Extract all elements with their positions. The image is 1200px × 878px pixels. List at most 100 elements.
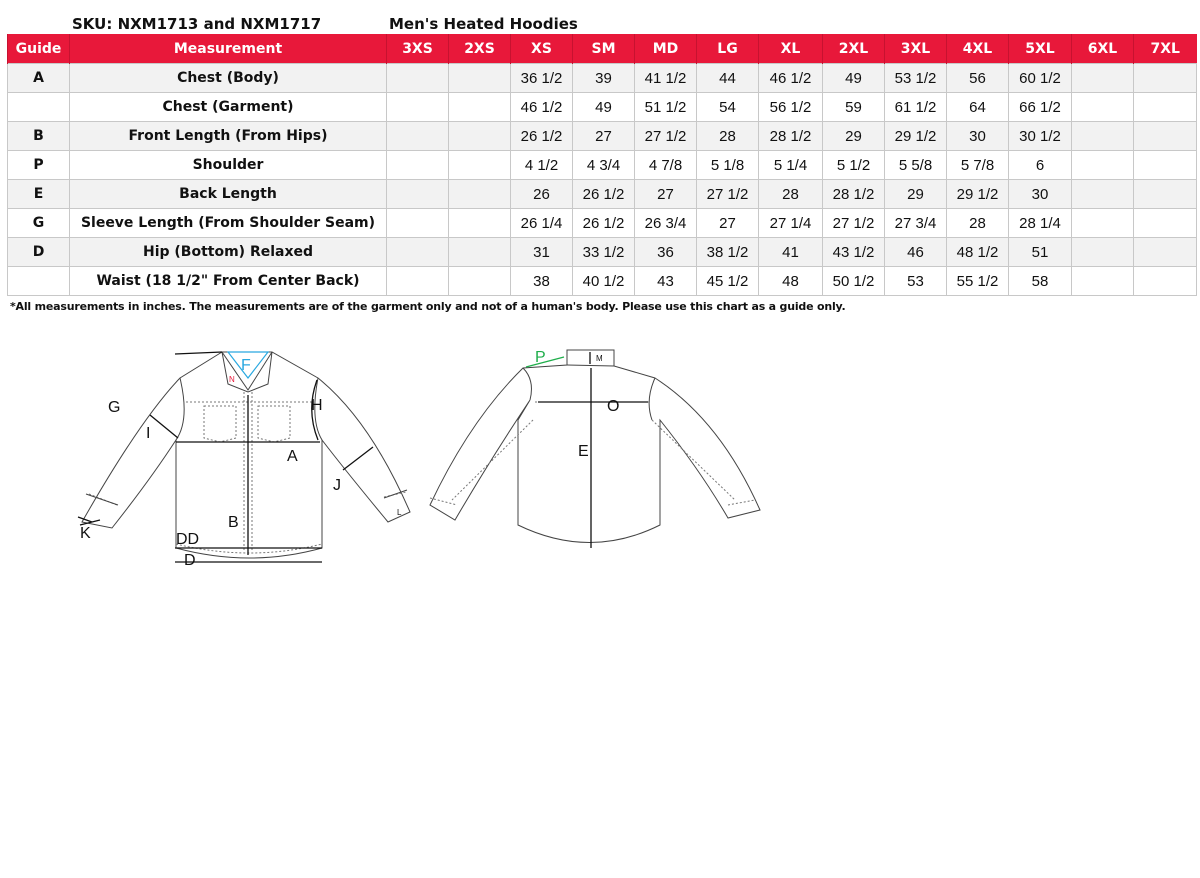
size-value-cell: 46 1/2: [758, 63, 823, 93]
column-header-measurement: Measurement: [69, 34, 387, 64]
measurement-cell: Hip (Bottom) Relaxed: [69, 237, 387, 267]
column-header-5xl: 5XL: [1008, 34, 1072, 64]
size-value-cell: [386, 179, 449, 209]
size-value-cell: [448, 63, 511, 93]
guide-cell: B: [7, 121, 70, 151]
column-header-lg: LG: [696, 34, 759, 64]
size-value-cell: 40 1/2: [572, 266, 635, 296]
size-value-cell: [1133, 150, 1197, 180]
size-value-cell: [1071, 237, 1134, 267]
table-header-row: Guide Measurement 3XS 2XS XS SM MD LG XL 2XL 3XL 4X…: [7, 34, 1197, 64]
size-value-cell: [1133, 266, 1197, 296]
measurement-cell: Chest (Garment): [69, 92, 387, 122]
size-value-cell: 4 3/4: [572, 150, 635, 180]
column-header-xs: XS: [510, 34, 573, 64]
front-shirt-drawing: G I F N H A J B K DD D L: [77, 351, 411, 569]
label-i: I: [146, 425, 150, 442]
back-shirt-drawing: P M O E: [429, 349, 761, 548]
label-e: E: [578, 443, 589, 460]
size-value-cell: [448, 208, 511, 238]
size-value-cell: 46: [884, 237, 947, 267]
size-value-cell: 46 1/2: [510, 92, 573, 122]
size-value-cell: 38 1/2: [696, 237, 759, 267]
column-header-3xl: 3XL: [884, 34, 947, 64]
size-value-cell: [1071, 150, 1134, 180]
size-value-cell: 31: [510, 237, 573, 267]
size-value-cell: [1071, 266, 1134, 296]
size-value-cell: 26 1/2: [510, 121, 573, 151]
measurement-cell: Waist (18 1/2" From Center Back): [69, 266, 387, 296]
size-value-cell: [386, 208, 449, 238]
size-value-cell: 26 1/2: [572, 208, 635, 238]
size-value-cell: 27 3/4: [884, 208, 947, 238]
measurement-cell: Shoulder: [69, 150, 387, 180]
size-value-cell: 27: [572, 121, 635, 151]
size-value-cell: 41 1/2: [634, 63, 697, 93]
garment-diagram: G I F N H A J B K DD D L P M O E: [77, 349, 761, 569]
sku-title: SKU: NXM1713 and NXM1717: [72, 15, 322, 33]
size-value-cell: 33 1/2: [572, 237, 635, 267]
size-value-cell: 29 1/2: [946, 179, 1009, 209]
size-value-cell: 4 7/8: [634, 150, 697, 180]
column-header-7xl: 7XL: [1133, 34, 1197, 64]
size-value-cell: 27 1/2: [634, 121, 697, 151]
size-value-cell: 49: [822, 63, 885, 93]
column-header-4xl: 4XL: [946, 34, 1009, 64]
label-dd: DD: [176, 531, 199, 548]
size-value-cell: 61 1/2: [884, 92, 947, 122]
size-value-cell: [386, 237, 449, 267]
column-header-md: MD: [634, 34, 697, 64]
size-value-cell: 27 1/4: [758, 208, 823, 238]
size-value-cell: [1133, 179, 1197, 209]
size-value-cell: 27: [634, 179, 697, 209]
size-value-cell: 28 1/2: [758, 121, 823, 151]
size-value-cell: 48 1/2: [946, 237, 1009, 267]
table-row: A Chest (Body) 36 1/2 39 41 1/2 44 46 1/2 49 53 …: [7, 63, 1197, 93]
size-value-cell: 6: [1008, 150, 1072, 180]
size-value-cell: [1133, 121, 1197, 151]
size-value-cell: 28 1/2: [822, 179, 885, 209]
size-value-cell: 51 1/2: [634, 92, 697, 122]
size-value-cell: [386, 121, 449, 151]
size-value-cell: 29: [884, 179, 947, 209]
size-value-cell: 26 3/4: [634, 208, 697, 238]
column-header-xl: XL: [758, 34, 823, 64]
label-h: H: [311, 397, 323, 414]
size-value-cell: [448, 237, 511, 267]
column-header-2xs: 2XS: [448, 34, 511, 64]
label-l: L: [397, 508, 402, 517]
guide-cell: [7, 266, 70, 296]
size-value-cell: 36: [634, 237, 697, 267]
size-value-cell: 50 1/2: [822, 266, 885, 296]
size-value-cell: [1133, 92, 1197, 122]
size-value-cell: 60 1/2: [1008, 63, 1072, 93]
size-value-cell: [448, 92, 511, 122]
size-value-cell: 56: [946, 63, 1009, 93]
size-value-cell: [1071, 208, 1134, 238]
size-value-cell: 28: [696, 121, 759, 151]
size-value-cell: 59: [822, 92, 885, 122]
size-value-cell: 26 1/2: [572, 179, 635, 209]
size-value-cell: 54: [696, 92, 759, 122]
size-value-cell: [1071, 179, 1134, 209]
size-value-cell: [1133, 237, 1197, 267]
size-value-cell: 36 1/2: [510, 63, 573, 93]
size-value-cell: 30: [946, 121, 1009, 151]
label-p: P: [535, 349, 546, 366]
label-g: G: [108, 399, 120, 416]
label-o: O: [607, 398, 619, 415]
size-value-cell: [386, 150, 449, 180]
guide-cell: E: [7, 179, 70, 209]
measurement-cell: Back Length: [69, 179, 387, 209]
size-value-cell: 55 1/2: [946, 266, 1009, 296]
size-value-cell: [448, 150, 511, 180]
label-m: M: [596, 354, 603, 363]
size-value-cell: 26: [510, 179, 573, 209]
label-b: B: [228, 514, 239, 531]
size-value-cell: 53: [884, 266, 947, 296]
table-row: Waist (18 1/2" From Center Back) 38 40 1/2…: [7, 266, 1197, 296]
label-a: A: [287, 448, 298, 465]
chart-titles: SKU: NXM1713 and NXM1717 Men's Heated Ho…: [0, 15, 1200, 33]
size-value-cell: [448, 266, 511, 296]
size-value-cell: 51: [1008, 237, 1072, 267]
